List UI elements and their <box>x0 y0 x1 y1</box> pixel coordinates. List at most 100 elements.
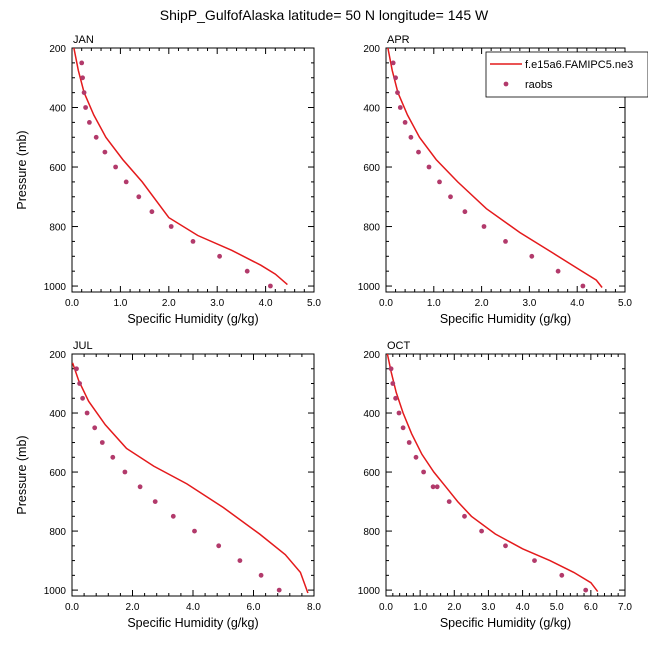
x-axis-title: Specific Humidity (g/kg) <box>440 616 571 630</box>
x-tick-label: 4.0 <box>570 298 584 309</box>
obs-point <box>481 224 487 229</box>
obs-point <box>258 572 264 578</box>
obs-point <box>74 366 79 372</box>
panel-label: JAN <box>73 34 94 46</box>
y-tick-label: 400 <box>363 104 380 115</box>
obs-point <box>479 528 484 534</box>
obs-point <box>402 120 408 125</box>
obs-point <box>448 194 453 200</box>
obs-point <box>421 469 426 475</box>
y-tick-label: 1000 <box>44 282 67 293</box>
obs-point <box>395 90 400 95</box>
obs-point <box>276 587 282 593</box>
x-tick-label: 8.0 <box>307 602 321 613</box>
obs-point <box>93 134 99 140</box>
x-tick-label: 2.0 <box>475 298 489 309</box>
x-tick-label: 3.0 <box>522 298 536 309</box>
legend-box <box>485 51 648 98</box>
x-axis-title: Specific Humidity (g/kg) <box>127 312 258 326</box>
obs-point <box>168 224 174 229</box>
y-tick-label: 200 <box>363 350 380 361</box>
obs-point <box>268 283 273 289</box>
y-tick-label: 600 <box>49 468 66 479</box>
x-tick-label: 0.0 <box>65 602 79 613</box>
legend-model-label: f.e15a6.FAMIPC5.ne3 <box>525 59 633 71</box>
panel-label: APR <box>387 34 410 46</box>
legend-obs-swatch <box>503 81 509 87</box>
obs-point <box>413 454 419 460</box>
legend-obs-label: raobs <box>525 79 553 91</box>
y-tick-label: 800 <box>49 223 66 234</box>
x-tick-label: 7.0 <box>618 602 632 613</box>
model-line <box>72 362 309 594</box>
obs-point <box>216 543 222 549</box>
y-tick-label: 800 <box>363 223 380 234</box>
y-tick-label: 200 <box>49 44 66 55</box>
obs-point <box>393 75 398 81</box>
x-tick-label: 2.0 <box>126 602 140 613</box>
obs-point <box>390 60 396 66</box>
obs-point <box>83 105 88 110</box>
obs-point <box>393 395 398 401</box>
obs-point <box>555 268 561 274</box>
obs-point <box>416 149 421 155</box>
obs-point <box>110 454 116 460</box>
obs-point <box>170 513 176 519</box>
x-tick-label: 1.0 <box>113 298 127 309</box>
obs-point <box>583 587 589 593</box>
obs-point <box>113 164 118 170</box>
y-tick-label: 400 <box>363 409 380 420</box>
obs-point <box>122 469 128 475</box>
y-tick-label: 400 <box>49 104 66 115</box>
obs-point <box>84 410 90 416</box>
obs-point <box>136 194 142 200</box>
obs-point <box>92 425 98 431</box>
panel-label: OCT <box>387 340 411 352</box>
x-tick-label: 0.0 <box>379 602 393 613</box>
obs-point <box>99 440 105 445</box>
obs-point <box>532 558 537 563</box>
obs-point <box>462 513 467 519</box>
obs-point <box>77 381 82 386</box>
obs-point <box>87 120 92 125</box>
obs-point <box>397 105 403 110</box>
y-axis-title: Pressure (mb) <box>15 130 29 209</box>
y-tick-label: 200 <box>363 44 380 55</box>
y-axis-title: Pressure (mb) <box>15 435 29 514</box>
obs-point <box>396 410 402 416</box>
x-tick-label: 4.0 <box>516 602 530 613</box>
x-axis-title: Specific Humidity (g/kg) <box>440 312 571 326</box>
x-tick-label: 5.0 <box>550 602 564 613</box>
x-tick-label: 4.0 <box>259 298 273 309</box>
x-tick-label: 3.0 <box>481 602 495 613</box>
panel-oct: OCT 0.0 1.0 2.0 3.0 4.0 5.0 6.0 7.0 200 400 600 800 1… <box>358 340 633 630</box>
x-tick-label: 2.0 <box>162 298 176 309</box>
model-line <box>386 354 599 593</box>
x-axis-title: Specific Humidity (g/kg) <box>127 616 258 630</box>
x-tick-label: 0.0 <box>65 298 79 309</box>
y-tick-label: 1000 <box>44 586 67 597</box>
panel-label: JUL <box>73 340 93 352</box>
obs-point <box>503 239 508 244</box>
x-tick-label: 2.0 <box>447 602 461 613</box>
obs-point <box>559 572 565 578</box>
y-tick-label: 400 <box>49 409 66 420</box>
y-tick-label: 600 <box>49 163 66 174</box>
obs-point <box>529 253 535 259</box>
y-tick-label: 800 <box>363 527 380 538</box>
obs-point <box>237 558 243 563</box>
obs-point <box>408 134 414 140</box>
obs-point <box>190 239 196 244</box>
obs-point <box>430 484 436 490</box>
model-line <box>73 48 288 286</box>
panel-jan: JAN 0.0 1.0 2.0 3.0 4.0 5.0 200 400 600 800 1000 Spe… <box>15 34 321 326</box>
obs-point <box>79 60 85 66</box>
obs-point <box>406 440 412 445</box>
y-tick-label: 1000 <box>358 586 381 597</box>
obs-point <box>426 164 432 170</box>
obs-point <box>217 253 223 259</box>
y-tick-label: 1000 <box>358 282 381 293</box>
obs-point <box>80 395 85 401</box>
obs-point <box>390 381 396 386</box>
